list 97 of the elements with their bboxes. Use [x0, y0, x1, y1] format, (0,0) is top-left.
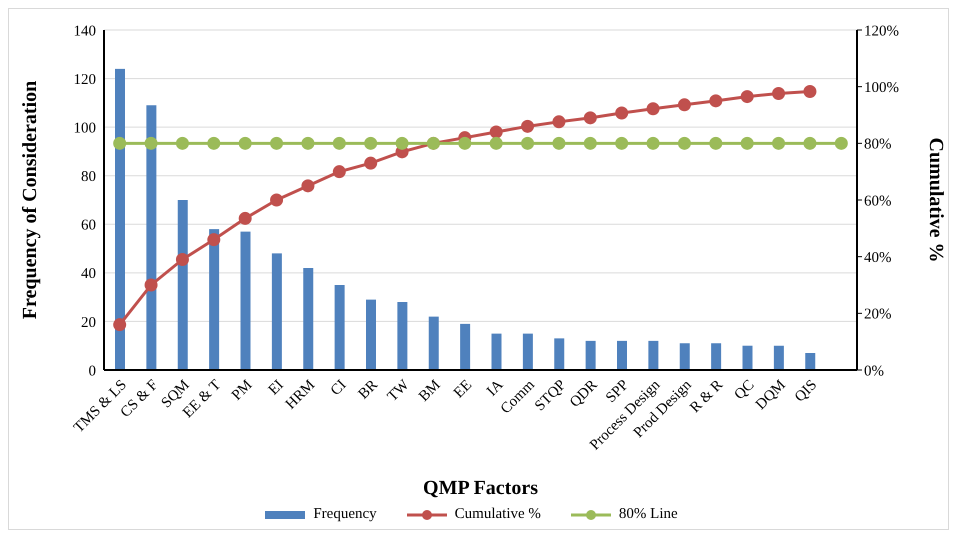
point: [332, 136, 346, 150]
y2-tick-label: 80%: [864, 136, 892, 153]
x-tick-label: PM: [228, 377, 256, 404]
point: [552, 136, 566, 150]
point: [646, 136, 660, 150]
bar: [397, 302, 408, 370]
bar: [178, 200, 188, 370]
bar: [209, 229, 220, 370]
bar: [522, 334, 533, 370]
point: [458, 136, 472, 150]
y-tick-label: 40: [81, 266, 96, 282]
legend-label: Cumulative %: [454, 506, 541, 523]
point: [144, 278, 158, 292]
bar: [805, 353, 816, 370]
point: [615, 106, 628, 120]
legend-label: 80% Line: [618, 506, 678, 523]
bar: [711, 343, 722, 370]
point: [521, 136, 534, 150]
y-axis-title: Frequency of Consideration: [19, 80, 42, 320]
point: [678, 136, 691, 150]
bar: [334, 285, 345, 370]
point: [207, 233, 220, 246]
y2-tick-label: 20%: [864, 306, 892, 323]
point: [803, 84, 816, 98]
bar: [742, 346, 752, 370]
point: [772, 136, 786, 150]
x-tick-label: QIS: [792, 377, 820, 406]
bar: [460, 324, 470, 370]
point: [834, 136, 848, 150]
y-tick-label: 20: [81, 314, 96, 331]
point: [490, 126, 503, 138]
point: [113, 318, 126, 332]
point: [521, 120, 534, 133]
x-axis-title: QMP Factors: [423, 477, 538, 499]
bar: [115, 68, 125, 370]
point: [678, 98, 691, 112]
x-tick-label: EE: [450, 377, 476, 402]
point: [646, 102, 660, 116]
bar: [272, 253, 282, 370]
x-tick-label: QDR: [566, 377, 601, 411]
point: [332, 165, 346, 178]
point: [740, 90, 754, 104]
x-tick-label: BM: [416, 377, 444, 405]
point: [709, 94, 722, 108]
y-tick-label: 60: [81, 218, 96, 234]
point: [740, 136, 754, 150]
point: [396, 136, 409, 150]
point: [176, 136, 189, 150]
point: [207, 136, 220, 150]
point: [113, 136, 126, 150]
point: [270, 136, 284, 150]
point: [803, 136, 816, 150]
y2-tick-label: 120%: [864, 23, 899, 40]
point: [490, 136, 503, 150]
point: [270, 194, 284, 206]
point: [301, 136, 314, 150]
x-tick-label: CI: [328, 377, 350, 399]
point: [772, 86, 786, 100]
y-tick-label: 140: [74, 23, 96, 40]
point: [301, 179, 314, 192]
bar: [240, 232, 250, 370]
bar: [492, 334, 502, 370]
y2-tick-label: 100%: [864, 80, 899, 96]
bar: [586, 340, 596, 370]
bar: [648, 340, 658, 370]
x-tick-label: TW: [384, 376, 414, 405]
point: [584, 111, 597, 124]
y-tick-label: 80: [81, 169, 96, 186]
bar: [617, 340, 627, 370]
point: [552, 115, 566, 128]
point: [176, 253, 189, 266]
y2-axis-title: Cumulative %: [924, 138, 947, 262]
bar: [774, 346, 784, 370]
y-tick-label: 120: [74, 72, 96, 88]
y2-tick-label: 40%: [864, 250, 892, 266]
bar: [366, 300, 376, 370]
x-tick-label: IA: [484, 376, 507, 400]
point: [364, 156, 378, 170]
y2-tick-label: 60%: [864, 193, 892, 210]
point: [238, 212, 252, 225]
point: [364, 136, 378, 150]
bar: [554, 338, 564, 370]
point: [584, 136, 597, 150]
bar: [146, 105, 156, 370]
legend-label: Frequency: [313, 506, 377, 523]
point: [709, 136, 722, 150]
bar: [680, 343, 690, 370]
y2-tick-label: 0%: [864, 363, 884, 380]
y-tick-label: 0: [88, 363, 96, 380]
point: [615, 136, 628, 150]
bar: [303, 268, 314, 370]
point: [238, 136, 252, 150]
x-tick-label: EI: [266, 377, 287, 398]
x-tick-label: BR: [356, 377, 382, 403]
point: [144, 136, 158, 150]
y-tick-label: 100: [74, 120, 96, 136]
bar: [428, 316, 439, 370]
